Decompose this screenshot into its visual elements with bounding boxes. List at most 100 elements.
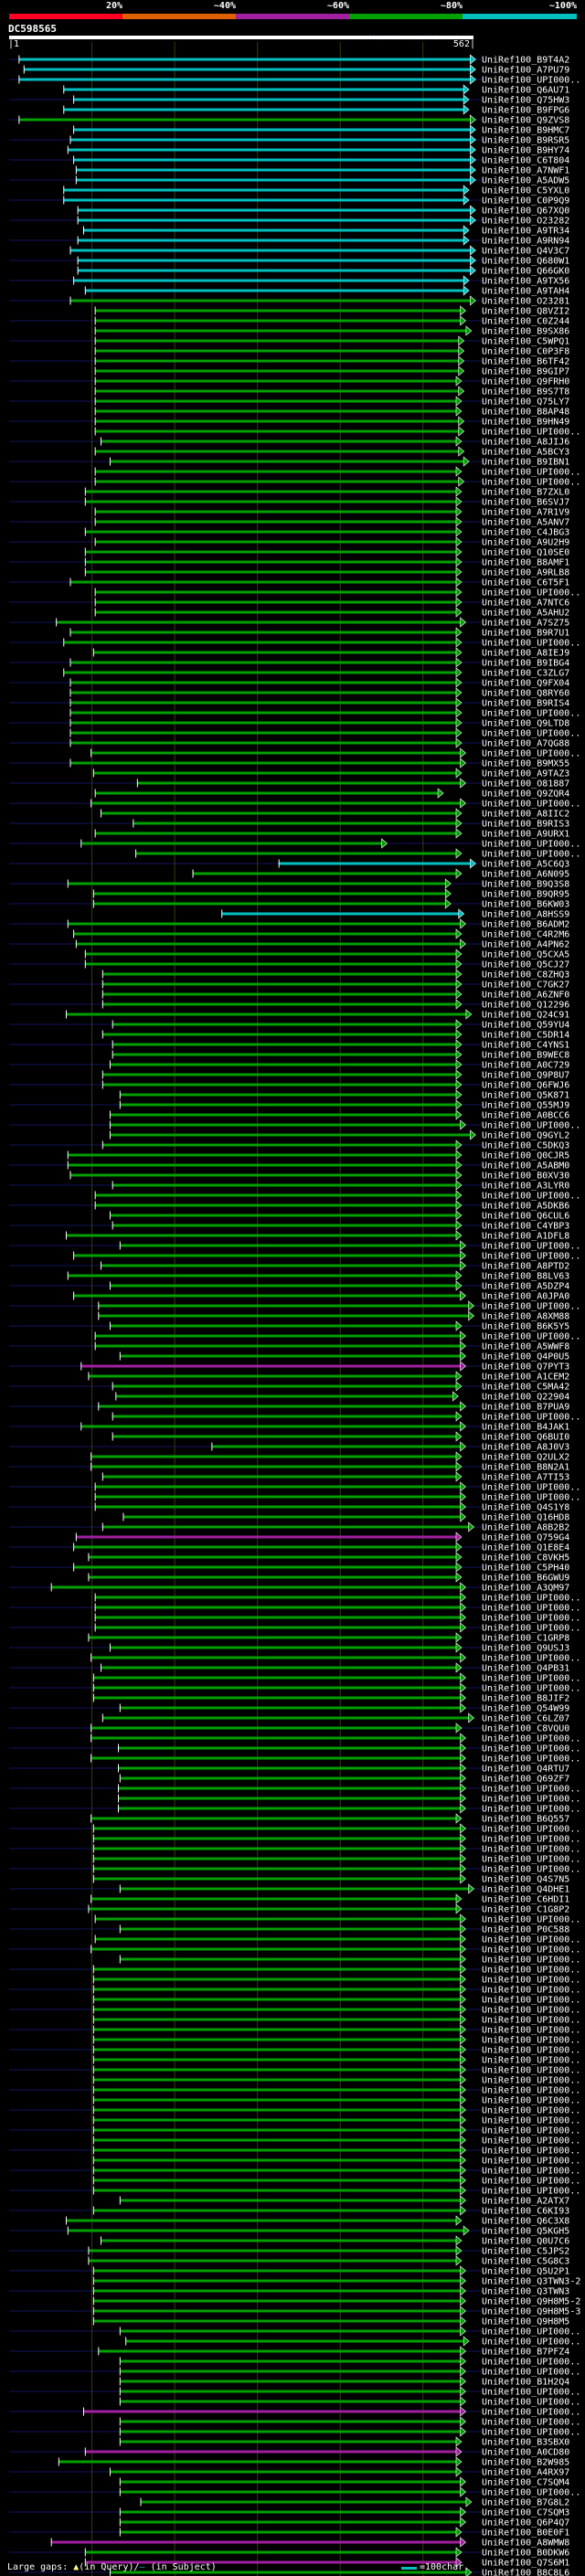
hit-label[interactable]: UniRef100_UPI000.. <box>482 2428 580 2438</box>
hit-label[interactable]: UniRef100_B9MX55 <box>482 759 569 769</box>
hit-label[interactable]: UniRef100_B9QR95 <box>482 890 569 900</box>
hit-label[interactable]: UniRef100_Q4DHE1 <box>482 1885 569 1895</box>
hit-label[interactable]: UniRef100_Q4P0U5 <box>482 1352 569 1362</box>
hit-label[interactable]: UniRef100_UPI000.. <box>482 2388 580 2398</box>
hit-label[interactable]: UniRef100_UPI000.. <box>482 1785 580 1795</box>
hit-label[interactable]: UniRef100_Q9LTD8 <box>482 719 569 729</box>
hit-label[interactable]: UniRef100_B9Q3S8 <box>482 880 569 890</box>
hit-label[interactable]: UniRef100_A5AHU2 <box>482 609 569 619</box>
hit-label[interactable]: UniRef100_Q4S1Y8 <box>482 1503 569 1513</box>
hit-label[interactable]: UniRef100_UPI000.. <box>482 2086 580 2096</box>
hit-label[interactable]: UniRef100_C6T804 <box>482 156 569 166</box>
hit-label[interactable]: UniRef100_Q75HW3 <box>482 96 569 106</box>
hit-label[interactable]: UniRef100_UPI000.. <box>482 1684 580 1694</box>
hit-label[interactable]: UniRef100_UPI000.. <box>482 729 580 739</box>
hit-label[interactable]: UniRef100_Q9FX04 <box>482 679 569 689</box>
hit-label[interactable]: UniRef100_C5JPS2 <box>482 2247 569 2257</box>
hit-label[interactable]: UniRef100_UPI000.. <box>482 850 580 860</box>
hit-label[interactable]: UniRef100_UPI000.. <box>482 2327 580 2337</box>
hit-label[interactable]: UniRef100_UPI000.. <box>482 468 580 478</box>
hit-label[interactable]: UniRef100_A8B2B2 <box>482 1523 569 1533</box>
hit-label[interactable]: UniRef100_C6T5F1 <box>482 578 569 588</box>
hit-label[interactable]: UniRef100_O23282 <box>482 217 569 227</box>
hit-label[interactable]: UniRef100_A8WMW8 <box>482 2539 569 2549</box>
hit-label[interactable]: UniRef100_A9TR34 <box>482 227 569 237</box>
hit-label[interactable]: UniRef100_B6ADM2 <box>482 920 569 930</box>
hit-label[interactable]: UniRef100_UPI000.. <box>482 1805 580 1815</box>
hit-label[interactable]: UniRef100_B6TF42 <box>482 357 569 367</box>
hit-label[interactable]: UniRef100_A9TAZ3 <box>482 769 569 779</box>
hit-label[interactable]: UniRef100_UPI000.. <box>482 2167 580 2177</box>
hit-label[interactable]: UniRef100_C6LZ07 <box>482 1714 569 1724</box>
hit-label[interactable]: UniRef100_B6K5Y5 <box>482 1322 569 1332</box>
hit-label[interactable]: UniRef100_B0DKW6 <box>482 2549 569 2559</box>
hit-label[interactable]: UniRef100_B3SBX0 <box>482 2438 569 2448</box>
hit-label[interactable]: UniRef100_UPI000.. <box>482 749 580 759</box>
hit-label[interactable]: UniRef100_B6SVJ7 <box>482 498 569 508</box>
hit-label[interactable]: UniRef100_UPI000.. <box>482 840 580 850</box>
hit-label[interactable]: UniRef100_UPI000.. <box>482 1493 580 1503</box>
hit-label[interactable]: UniRef100_B9RSR5 <box>482 136 569 146</box>
hit-label[interactable]: UniRef100_UPI000.. <box>482 1754 580 1765</box>
hit-label[interactable]: UniRef100_UPI000.. <box>482 639 580 649</box>
hit-label[interactable]: UniRef100_UPI000.. <box>482 1945 580 1956</box>
hit-label[interactable]: UniRef100_A7SZ75 <box>482 619 569 629</box>
hit-label[interactable]: UniRef100_UPI000.. <box>482 1966 580 1976</box>
hit-label[interactable]: UniRef100_UPI000.. <box>482 2136 580 2147</box>
hit-label[interactable]: UniRef100_A8IEJ9 <box>482 649 569 659</box>
hit-label[interactable]: UniRef100_B9IBN1 <box>482 458 569 468</box>
hit-label[interactable]: UniRef100_A8IIC2 <box>482 810 569 820</box>
hit-label[interactable]: UniRef100_B9R7U1 <box>482 629 569 639</box>
hit-label[interactable]: UniRef100_C6HDI1 <box>482 1895 569 1905</box>
hit-label[interactable]: UniRef100_A9RN94 <box>482 237 569 247</box>
hit-label[interactable]: UniRef100_Q67XQ0 <box>482 207 569 217</box>
hit-label[interactable]: UniRef100_UPI000.. <box>482 2026 580 2036</box>
hit-label[interactable]: UniRef100_Q66GK0 <box>482 267 569 277</box>
hit-label[interactable]: UniRef100_C5DR14 <box>482 1031 569 1041</box>
hit-label[interactable]: UniRef100_Q5CJ27 <box>482 960 569 970</box>
hit-label[interactable]: UniRef100_A9TAH4 <box>482 287 569 297</box>
hit-label[interactable]: UniRef100_UPI000.. <box>482 1734 580 1744</box>
hit-label[interactable]: UniRef100_A7NTC6 <box>482 599 569 609</box>
hit-label[interactable]: UniRef100_A5C6Q3 <box>482 860 569 870</box>
hit-label[interactable]: UniRef100_Q6AU71 <box>482 86 569 96</box>
hit-label[interactable]: UniRef100_UPI000.. <box>482 2337 580 2348</box>
hit-label[interactable]: UniRef100_B9RIS3 <box>482 820 569 830</box>
hit-label[interactable]: UniRef100_Q9H8M5-2 <box>482 2297 580 2307</box>
hit-label[interactable]: UniRef100_Q1E8E4 <box>482 1543 569 1553</box>
hit-label[interactable]: UniRef100_Q9ZQR4 <box>482 790 569 800</box>
hit-label[interactable]: UniRef100_A5BCY3 <box>482 448 569 458</box>
hit-label[interactable]: UniRef100_UPI000.. <box>482 2147 580 2157</box>
hit-label[interactable]: UniRef100_Q8RY60 <box>482 689 569 699</box>
hit-label[interactable]: UniRef100_B8C8L6 <box>482 2569 569 2576</box>
hit-label[interactable]: UniRef100_C8VQU0 <box>482 1724 569 1734</box>
hit-label[interactable]: UniRef100_Q0U7C6 <box>482 2237 569 2247</box>
hit-label[interactable]: UniRef100_A5ANV7 <box>482 518 569 528</box>
hit-label[interactable]: UniRef100_UPI000.. <box>482 1845 580 1855</box>
hit-label[interactable]: UniRef100_Q8VZI2 <box>482 307 569 317</box>
hit-label[interactable]: UniRef100_B6KW03 <box>482 900 569 910</box>
hit-label[interactable]: UniRef100_B8AP48 <box>482 408 569 418</box>
hit-label[interactable]: UniRef100_A3QM97 <box>482 1584 569 1594</box>
hit-label[interactable]: UniRef100_UPI000.. <box>482 1594 580 1604</box>
hit-label[interactable]: UniRef100_C4R2M6 <box>482 930 569 940</box>
hit-label[interactable]: UniRef100_UPI000.. <box>482 800 580 810</box>
hit-label[interactable]: UniRef100_UPI000.. <box>482 428 580 438</box>
hit-label[interactable]: UniRef100_A8XM88 <box>482 1312 569 1322</box>
hit-label[interactable]: UniRef100_Q10SE0 <box>482 548 569 558</box>
hit-label[interactable]: UniRef100_Q6C3X8 <box>482 2217 569 2227</box>
hit-label[interactable]: UniRef100_UPI000.. <box>482 1654 580 1664</box>
hit-label[interactable]: UniRef100_UPI000.. <box>482 1795 580 1805</box>
hit-label[interactable]: UniRef100_B9GIP7 <box>482 367 569 377</box>
hit-label[interactable]: UniRef100_UPI000.. <box>482 588 580 599</box>
hit-label[interactable]: UniRef100_Q16HD8 <box>482 1513 569 1523</box>
hit-label[interactable]: UniRef100_A7TI53 <box>482 1473 569 1483</box>
hit-label[interactable]: UniRef100_C8VKH5 <box>482 1553 569 1564</box>
hit-label[interactable]: UniRef100_B6Q557 <box>482 1815 569 1825</box>
hit-label[interactable]: UniRef100_A4RX97 <box>482 2468 569 2478</box>
hit-label[interactable]: UniRef100_UPI000.. <box>482 1915 580 1925</box>
hit-label[interactable]: UniRef100_UPI000.. <box>482 1192 580 1202</box>
hit-label[interactable]: UniRef100_Q3TWN3-2 <box>482 2277 580 2287</box>
hit-label[interactable]: UniRef100_UPI000.. <box>482 1252 580 1262</box>
hit-label[interactable]: UniRef100_UPI000.. <box>482 1483 580 1493</box>
